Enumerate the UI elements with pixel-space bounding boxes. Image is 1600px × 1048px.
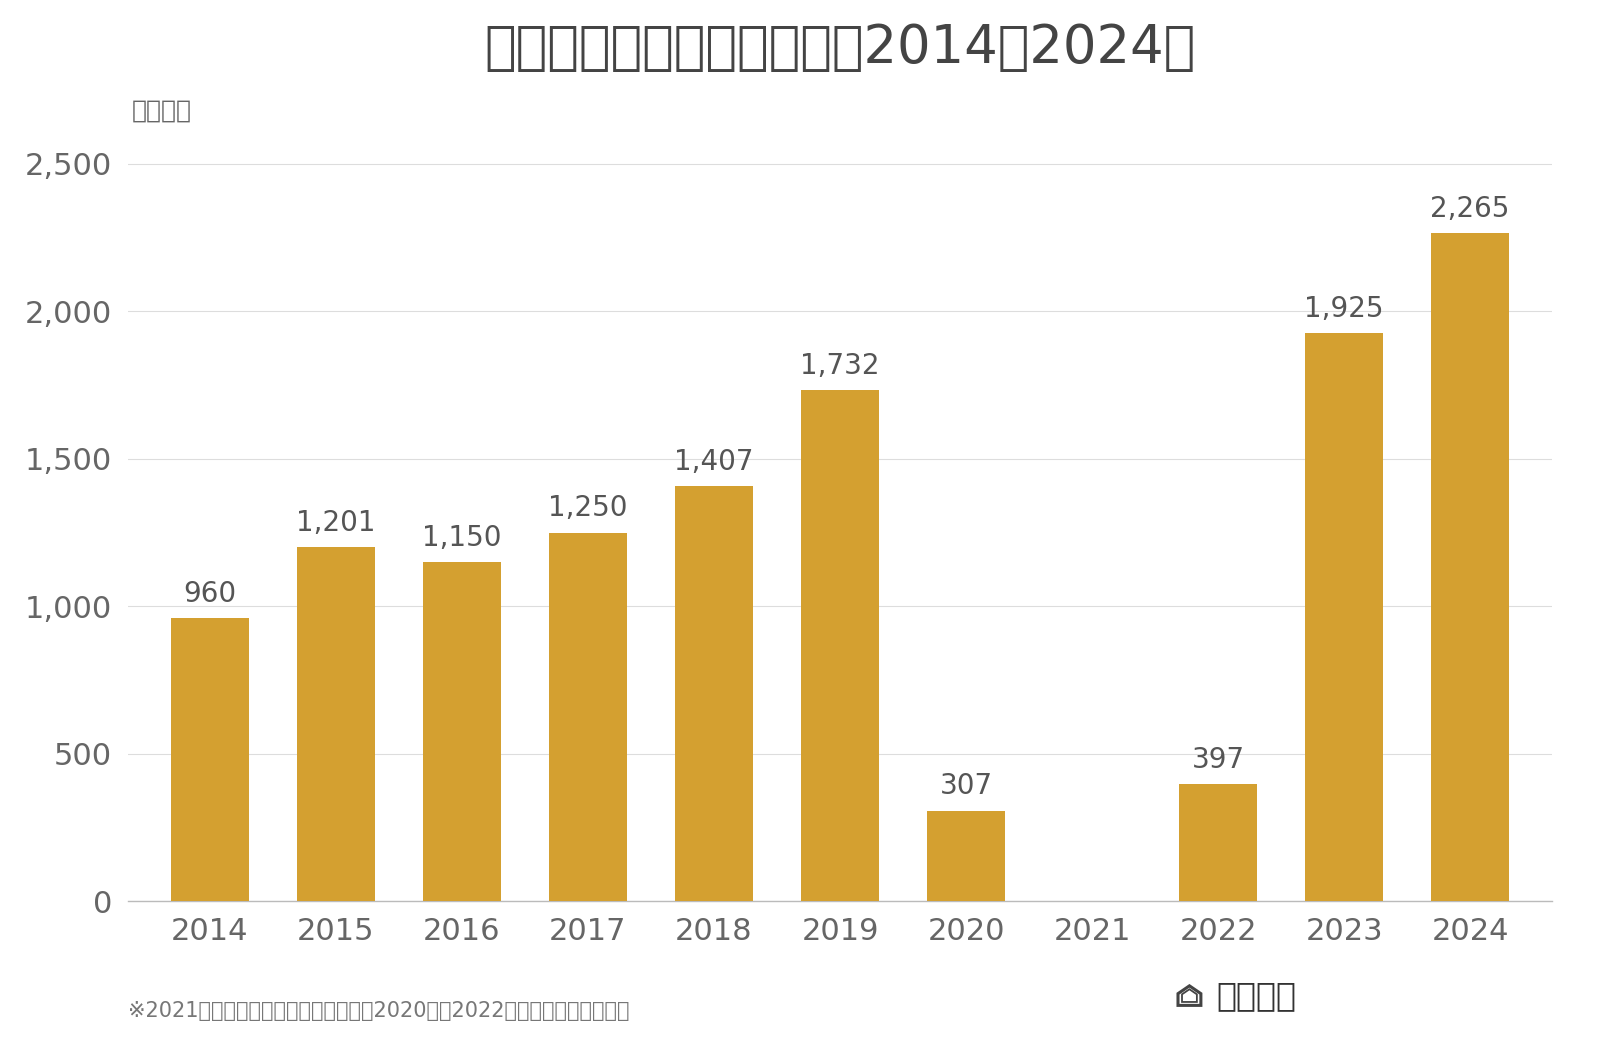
Text: 1,925: 1,925 xyxy=(1304,296,1384,323)
Bar xyxy=(675,486,754,901)
Title: 訪日タイ人消費額の推移（2014〜2024）: 訪日タイ人消費額の推移（2014〜2024） xyxy=(485,22,1195,74)
Text: ※2021年は国別消費額のデータなし。2020年、2022年は観光庁の試算値。: ※2021年は国別消費額のデータなし。2020年、2022年は観光庁の試算値。 xyxy=(128,1001,629,1022)
Text: 960: 960 xyxy=(184,580,237,608)
Bar xyxy=(298,547,374,901)
Bar xyxy=(1306,333,1382,901)
Bar xyxy=(802,390,878,901)
Bar xyxy=(1179,784,1258,901)
Text: 1,407: 1,407 xyxy=(674,447,754,476)
Text: 訪日ラボ: 訪日ラボ xyxy=(1216,979,1296,1012)
Text: 2,265: 2,265 xyxy=(1430,195,1510,223)
Text: （億円）: （億円） xyxy=(131,99,192,123)
Text: 1,201: 1,201 xyxy=(296,508,376,537)
Bar xyxy=(171,618,250,901)
Bar xyxy=(1430,233,1509,901)
Text: 307: 307 xyxy=(939,772,992,801)
Text: 1,250: 1,250 xyxy=(549,495,627,522)
Text: 1,150: 1,150 xyxy=(422,524,502,551)
Bar xyxy=(422,562,501,901)
Text: 397: 397 xyxy=(1192,746,1245,773)
Text: 1,732: 1,732 xyxy=(800,352,880,380)
Bar xyxy=(549,532,627,901)
Bar xyxy=(926,811,1005,901)
